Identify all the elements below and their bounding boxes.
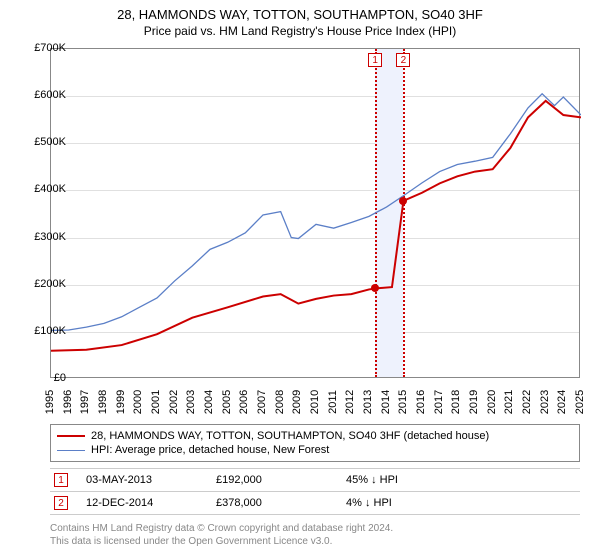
transaction-marker: 2	[54, 496, 68, 510]
attribution-line1: Contains HM Land Registry data © Crown c…	[50, 522, 580, 535]
x-axis-label: 2024	[556, 390, 568, 414]
transaction-pct: 4% ↓ HPI	[346, 497, 476, 509]
x-axis-label: 2000	[132, 390, 144, 414]
transaction-row: 2 12-DEC-2014£378,0004% ↓ HPI	[50, 491, 580, 515]
series-hpi	[51, 94, 581, 331]
chart-svg	[51, 49, 581, 379]
x-axis-label: 2014	[380, 390, 392, 414]
x-axis-label: 1996	[62, 390, 74, 414]
x-axis-label: 1997	[79, 390, 91, 414]
x-axis-label: 2020	[486, 390, 498, 414]
x-axis-label: 2007	[256, 390, 268, 414]
y-axis-label: £200K	[20, 278, 66, 290]
y-axis-label: £300K	[20, 231, 66, 243]
transaction-date: 03-MAY-2013	[86, 474, 216, 486]
x-axis-label: 2009	[291, 390, 303, 414]
transaction-pct: 45% ↓ HPI	[346, 474, 476, 486]
x-axis-label: 2003	[185, 390, 197, 414]
legend-swatch	[57, 450, 85, 451]
attribution-line2: This data is licensed under the Open Gov…	[50, 535, 580, 548]
transactions-table: 1 03-MAY-2013£192,00045% ↓ HPI 2 12-DEC-201…	[50, 468, 580, 514]
y-axis-label: £700K	[20, 42, 66, 54]
x-axis-label: 2025	[574, 390, 586, 414]
attribution-text: Contains HM Land Registry data © Crown c…	[50, 522, 580, 548]
x-axis-label: 1998	[97, 390, 109, 414]
transaction-date: 12-DEC-2014	[86, 497, 216, 509]
transaction-price: £192,000	[216, 474, 346, 486]
x-axis-label: 2011	[327, 390, 339, 414]
legend-label: 28, HAMMONDS WAY, TOTTON, SOUTHAMPTON, S…	[91, 430, 489, 442]
y-axis-label: £600K	[20, 89, 66, 101]
transaction-price: £378,000	[216, 497, 346, 509]
y-axis-label: £500K	[20, 136, 66, 148]
marker-dot	[371, 284, 379, 292]
x-axis-label: 2021	[503, 390, 515, 414]
legend-label: HPI: Average price, detached house, New …	[91, 444, 329, 456]
x-axis-label: 2005	[221, 390, 233, 414]
legend-item: 28, HAMMONDS WAY, TOTTON, SOUTHAMPTON, S…	[57, 429, 573, 443]
x-axis-label: 2016	[415, 390, 427, 414]
y-axis-label: £100K	[20, 325, 66, 337]
x-axis-label: 1995	[44, 390, 56, 414]
series-price_paid	[51, 101, 581, 351]
chart-subtitle: Price paid vs. HM Land Registry's House …	[0, 24, 600, 46]
x-axis-label: 2004	[203, 390, 215, 414]
y-axis-label: £400K	[20, 183, 66, 195]
legend-item: HPI: Average price, detached house, New …	[57, 443, 573, 457]
legend-box: 28, HAMMONDS WAY, TOTTON, SOUTHAMPTON, S…	[50, 424, 580, 462]
marker-dot	[399, 197, 407, 205]
chart-plot-area: 12	[50, 48, 580, 378]
x-axis-label: 2013	[362, 390, 374, 414]
legend-swatch	[57, 435, 85, 437]
x-axis-label: 2012	[344, 390, 356, 414]
transaction-row: 1 03-MAY-2013£192,00045% ↓ HPI	[50, 468, 580, 492]
y-axis-label: £0	[20, 372, 66, 384]
x-axis-label: 2022	[521, 390, 533, 414]
x-axis-label: 2019	[468, 390, 480, 414]
transaction-marker: 1	[54, 473, 68, 487]
x-axis-label: 1999	[115, 390, 127, 414]
x-axis-label: 2015	[397, 390, 409, 414]
x-axis-label: 2008	[274, 390, 286, 414]
x-axis-label: 2018	[450, 390, 462, 414]
x-axis-label: 2001	[150, 390, 162, 414]
x-axis-label: 2023	[539, 390, 551, 414]
x-axis-label: 2017	[433, 390, 445, 414]
chart-title: 28, HAMMONDS WAY, TOTTON, SOUTHAMPTON, S…	[0, 0, 600, 24]
x-axis-label: 2002	[168, 390, 180, 414]
x-axis-label: 2006	[238, 390, 250, 414]
x-axis-label: 2010	[309, 390, 321, 414]
